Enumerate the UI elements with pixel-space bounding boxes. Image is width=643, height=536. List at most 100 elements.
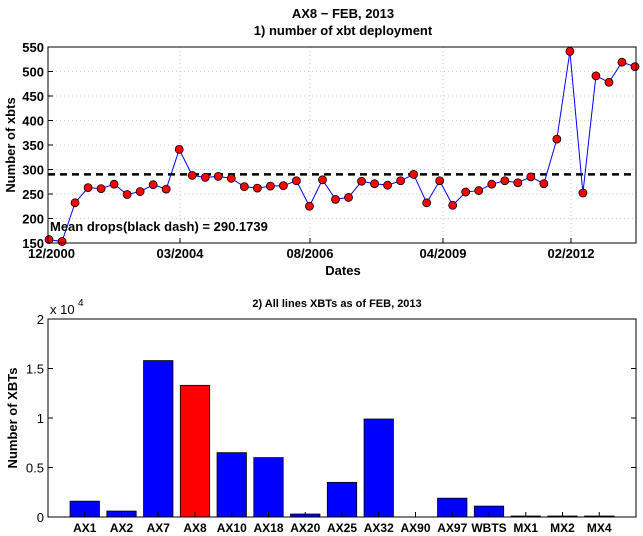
line-point (148, 180, 158, 190)
bar-chart: 2) All lines XBTs as of FEB, 2013 x 10 4… (5, 298, 637, 535)
line-point (617, 57, 627, 67)
bar-x-tick-label: AX18 (253, 521, 283, 535)
line-series (48, 51, 636, 243)
line-point (591, 71, 601, 81)
line-y-tick-label: 400 (22, 114, 44, 129)
bar-y-tick-label: 0.5 (26, 461, 44, 476)
line-y-tick-label: 500 (22, 65, 44, 80)
line-point (278, 181, 288, 191)
line-point (539, 179, 549, 189)
line-point (552, 134, 562, 144)
line-y-tick-label: 550 (22, 40, 44, 55)
line-point (265, 181, 275, 191)
line-chart-grid (48, 47, 636, 243)
bar-y-tick-label: 1.5 (26, 362, 44, 377)
bar (179, 384, 211, 518)
bar (216, 452, 247, 518)
line-point (96, 184, 106, 194)
line-point (383, 180, 392, 190)
bar-chart-exponent-label: x 10 (50, 302, 75, 317)
line-point (500, 176, 510, 186)
bar-x-tick-label: AX10 (217, 521, 247, 535)
line-x-tick-label: 03/2004 (157, 246, 205, 261)
line-point (83, 183, 93, 193)
bar-x-tick-label: AX2 (110, 521, 134, 535)
line-point (526, 172, 536, 182)
line-points (44, 47, 640, 246)
line-point (70, 198, 80, 208)
line-point (344, 193, 353, 202)
line-y-tick-label: 150 (22, 236, 44, 251)
line-chart-subtitle: 1) number of xbt deployment (254, 23, 433, 38)
bar-x-tick-label: WBTS (471, 521, 506, 535)
line-point (448, 200, 458, 210)
bar-x-tick-label: AX97 (437, 521, 467, 535)
line-y-tick-label: 200 (22, 212, 44, 227)
bar-x-tick-label: AX20 (290, 521, 320, 535)
bar-chart-x-axis: AX1 AX2 AX7 AX8 AX10 AX18 AX20 AX25 AX32 AX90 AX97… (73, 512, 612, 535)
line-point (135, 187, 145, 196)
bar-y-tick-label: 1 (37, 411, 44, 426)
line-x-tick-label: 04/2009 (420, 246, 467, 261)
bar-chart-frame (47, 318, 637, 518)
line-point (630, 62, 640, 71)
bar-chart-title: 2) All lines XBTs as of FEB, 2013 (252, 298, 421, 310)
line-y-tick-label: 250 (22, 187, 44, 202)
bar (143, 360, 174, 518)
line-point (409, 169, 419, 179)
line-point (305, 201, 314, 211)
line-chart-frame (47, 46, 637, 244)
line-point (318, 175, 327, 185)
line-point (487, 179, 497, 189)
bar-chart-ylabel: Number of XBTs (5, 368, 20, 469)
line-point (435, 176, 445, 186)
bar-x-tick-label: MX2 (550, 521, 575, 535)
line-point (396, 176, 406, 186)
line-point (565, 47, 575, 56)
line-point (174, 145, 184, 154)
line-point (187, 170, 197, 180)
line-point (370, 179, 379, 189)
line-x-tick-label: 02/2012 (548, 246, 595, 261)
line-point (331, 194, 340, 204)
line-point (57, 237, 67, 246)
line-chart-ylabel: Number of xbts (3, 97, 18, 192)
bar-chart-exponent: 4 (78, 298, 84, 309)
bar-x-tick-label: MX4 (587, 521, 612, 535)
mean-annotation: Mean drops(black dash) = 290.1739 (50, 219, 268, 234)
line-chart: AX8 − FEB, 2013 1) number of xbt deploym… (3, 6, 640, 278)
line-x-tick-label: 08/2006 (287, 246, 334, 261)
bar-x-tick-label: AX90 (400, 521, 430, 535)
line-point (357, 176, 366, 186)
line-point (122, 190, 132, 199)
line-y-tick-label: 350 (22, 138, 44, 153)
line-point (44, 235, 54, 244)
bar-x-tick-label: AX7 (147, 521, 171, 535)
bar-y-tick-label: 2 (37, 312, 44, 327)
line-x-tick-label: 12/2000 (28, 246, 75, 261)
line-point (109, 179, 119, 189)
bar-y-tick-label: 0 (37, 510, 44, 525)
line-point (213, 171, 223, 181)
bar-series (69, 360, 615, 518)
line-point (239, 182, 249, 192)
bar-x-tick-label: AX8 (183, 521, 207, 535)
line-point (422, 198, 432, 208)
bar (363, 418, 394, 518)
bar-x-tick-label: AX32 (364, 521, 394, 535)
line-point (226, 173, 236, 183)
bar (253, 457, 284, 518)
line-point (513, 178, 523, 188)
line-y-tick-label: 450 (22, 89, 44, 104)
line-point (474, 186, 484, 195)
bar-x-tick-label: AX1 (73, 521, 97, 535)
line-y-tick-label: 300 (22, 163, 44, 178)
bar-x-tick-label: MX1 (513, 521, 538, 535)
line-point (604, 77, 614, 87)
line-chart-x-axis: 12/2000 03/2004 08/2006 04/2009 02/2012 (28, 238, 595, 261)
bar-x-tick-label: AX25 (327, 521, 357, 535)
line-point (461, 187, 471, 197)
line-chart-xlabel: Dates (325, 263, 360, 278)
line-point (200, 172, 210, 182)
